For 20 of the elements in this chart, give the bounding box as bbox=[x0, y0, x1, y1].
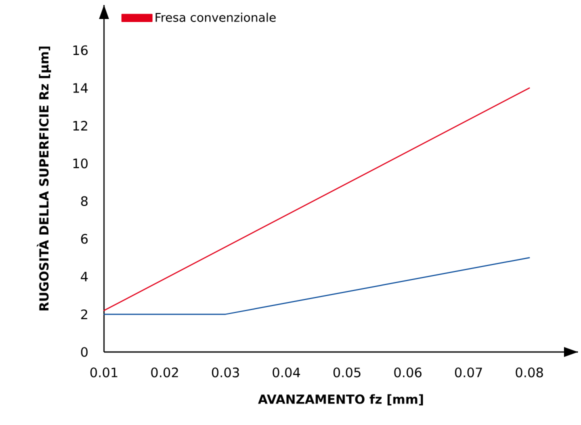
y-tick-label: 6 bbox=[81, 234, 88, 244]
x-tick-label: 0.08 bbox=[516, 368, 543, 378]
y-tick-label: 16 bbox=[73, 45, 88, 56]
x-tick-label: 0.07 bbox=[454, 368, 482, 378]
legend-label: Fresa convenzionale bbox=[156, 12, 276, 22]
y-tick-label: 2 bbox=[81, 309, 88, 320]
x-tick-label: 0.04 bbox=[272, 368, 300, 378]
x-tick-label: 0.01 bbox=[90, 368, 118, 378]
x-tick-label: 0.05 bbox=[333, 368, 360, 378]
y-tick-label: 8 bbox=[81, 196, 88, 206]
y-tick-label: 0 bbox=[81, 347, 88, 357]
y-tick-label: 4 bbox=[80, 272, 88, 282]
x-tick-label: 0.03 bbox=[212, 368, 239, 378]
y-axis-title: RUGOSITÀ DELLA SUPERFICIE Rz [µm] bbox=[36, 46, 52, 310]
x-axis-title: AVANZAMENTO fz [mm] bbox=[258, 394, 423, 406]
x-tick-label: 0.02 bbox=[151, 368, 178, 378]
y-tick-label: 10 bbox=[73, 158, 88, 168]
y-tick-label: 14 bbox=[73, 83, 88, 93]
y-tick-label: 12 bbox=[73, 120, 88, 131]
x-tick-label: 0.06 bbox=[394, 368, 422, 378]
